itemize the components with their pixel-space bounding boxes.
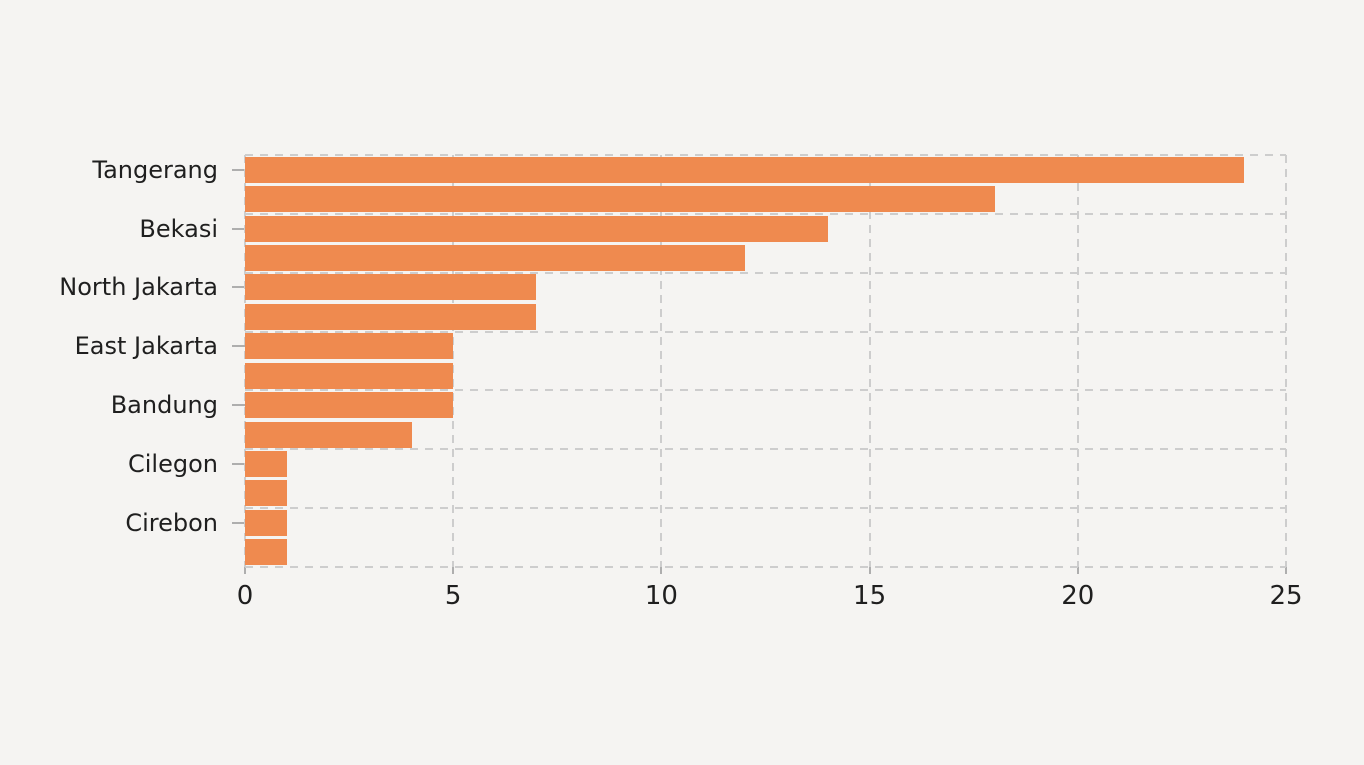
- x-gridline-0: [244, 155, 246, 567]
- x-gridline-25: [1285, 155, 1287, 567]
- y-gridline-0: [245, 154, 1286, 156]
- bar-unlabeled-13: [245, 539, 287, 566]
- x-tick-mark-5: [452, 567, 455, 574]
- y-gridline-2: [245, 271, 1286, 274]
- x-gridline-10: [660, 155, 663, 567]
- y-tick-mark-north-jakarta: [232, 286, 245, 289]
- x-tick-label-5: 5: [444, 581, 462, 611]
- y-gridline-3: [245, 330, 1286, 333]
- x-tick-mark-0: [244, 567, 246, 574]
- x-tick-mark-10: [660, 567, 663, 574]
- x-tick-label-20: 20: [1061, 581, 1095, 611]
- y-tick-mark-east-jakarta: [232, 345, 245, 348]
- y-gridline-6: [245, 507, 1286, 510]
- bar-tangerang: [245, 156, 1245, 183]
- y-tick-mark-tangerang: [232, 168, 245, 171]
- y-tick-label-tangerang: Tangerang: [92, 155, 218, 184]
- bar-bandung: [245, 392, 454, 419]
- x-tick-mark-25: [1285, 567, 1287, 574]
- y-tick-label-cilegon: Cilegon: [128, 450, 218, 478]
- bar-unlabeled-11: [245, 480, 287, 507]
- x-tick-label-10: 10: [644, 581, 678, 611]
- bar-cirebon: [245, 509, 287, 536]
- bar-bekasi: [245, 215, 828, 242]
- x-gridline-20: [1076, 155, 1079, 567]
- x-tick-label-15: 15: [853, 581, 887, 611]
- bar-north-jakarta: [245, 274, 537, 301]
- y-gridline-5: [245, 448, 1286, 451]
- bar-cilegon: [245, 451, 287, 477]
- bar-unlabeled-3: [245, 245, 745, 271]
- y-tick-label-east-jakarta: East Jakarta: [74, 332, 218, 361]
- bar-unlabeled-5: [245, 303, 537, 330]
- y-tick-mark-cilegon: [232, 463, 245, 465]
- x-tick-label-25: 25: [1269, 581, 1303, 611]
- y-tick-mark-cirebon: [232, 521, 245, 524]
- x-gridline-15: [868, 155, 871, 567]
- y-gridline-7: [245, 566, 1286, 568]
- y-tick-label-north-jakarta: North Jakarta: [59, 273, 218, 302]
- x-tick-label-0: 0: [236, 581, 254, 611]
- x-gridline-5: [452, 155, 455, 567]
- y-gridline-1: [245, 212, 1286, 215]
- bar-unlabeled-7: [245, 362, 454, 389]
- plot-area: [244, 154, 1287, 568]
- x-tick-mark-20: [1076, 567, 1079, 574]
- bar-unlabeled-9: [245, 421, 412, 448]
- bar-east-jakarta: [245, 333, 454, 360]
- y-gridline-4: [245, 389, 1286, 392]
- y-tick-mark-bekasi: [232, 227, 245, 230]
- y-tick-mark-bandung: [232, 404, 245, 407]
- y-tick-label-bandung: Bandung: [110, 391, 218, 420]
- bar-unlabeled-1: [245, 186, 995, 213]
- x-tick-mark-15: [868, 567, 871, 574]
- y-tick-label-cirebon: Cirebon: [125, 508, 218, 537]
- y-tick-label-bekasi: Bekasi: [139, 214, 218, 243]
